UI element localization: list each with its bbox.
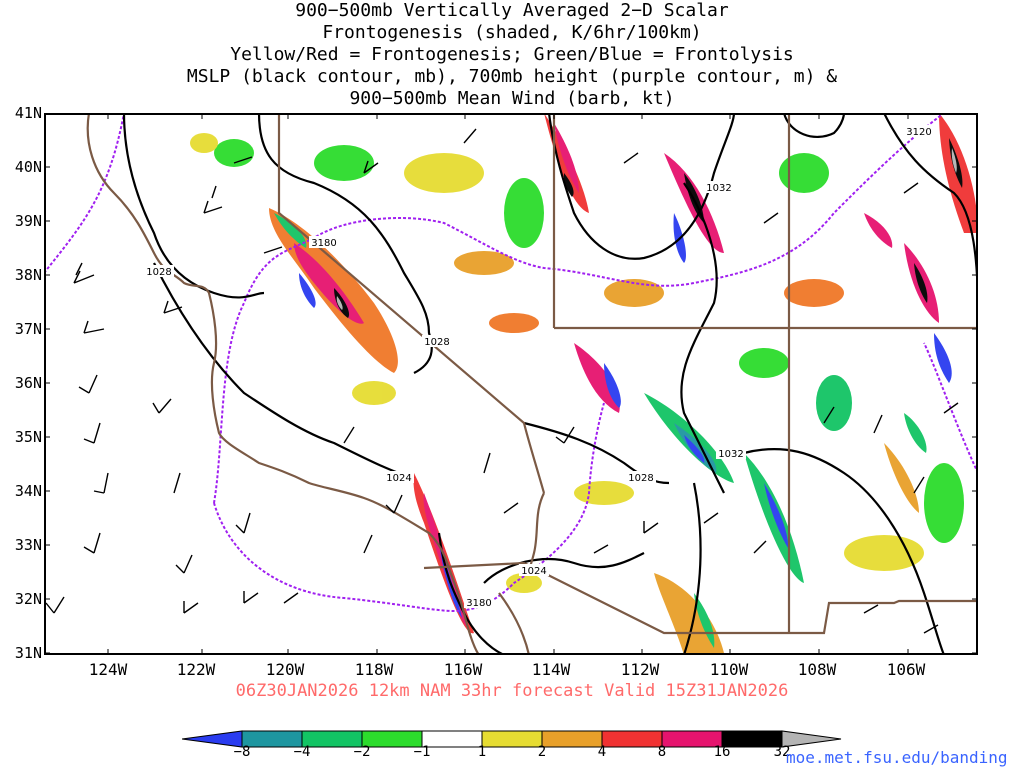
colorbar-label: 8 (657, 744, 667, 760)
frontogenesis-shading (190, 113, 978, 655)
map-panel: 1032 1028 1024 1032 1028 1024 1028 3180 … (44, 113, 978, 655)
lat-label: 39N (14, 212, 42, 230)
colorbar-segment (781, 730, 842, 748)
lat-label: 41N (14, 104, 42, 122)
colorbar-label: 2 (537, 744, 547, 760)
colorbar (182, 730, 842, 748)
lat-label: 33N (14, 536, 42, 554)
colorbar-label: 1 (477, 744, 487, 760)
map-border (44, 113, 978, 655)
mslp-label: 1028 (424, 337, 449, 348)
height-label: 3180 (311, 238, 336, 249)
colorbar-label: 4 (597, 744, 607, 760)
colorbar-label: 32 (773, 744, 791, 760)
title-line-2: Frontogenesis (shaded, K/6hr/100km) (322, 22, 702, 43)
lat-label: 34N (14, 482, 42, 500)
lat-label: 37N (14, 320, 42, 338)
mslp-labels: 1032 1028 1024 1032 1028 1024 1028 (144, 181, 746, 577)
lat-label: 40N (14, 158, 42, 176)
mslp-label: 1032 (718, 449, 743, 460)
lat-label: 36N (14, 374, 42, 392)
lon-label: 112W (620, 660, 660, 679)
lat-label: 38N (14, 266, 42, 284)
axis-ticks (44, 113, 978, 655)
lon-label: 116W (443, 660, 483, 679)
height-label: 3180 (466, 598, 491, 609)
lon-label: 124W (88, 660, 128, 679)
title-line-3: Yellow/Red = Frontogenesis; Green/Blue =… (230, 44, 794, 65)
wind-barbs (45, 128, 959, 634)
forecast-valid-line: 06Z30JAN2026 12km NAM 33hr forecast Vali… (235, 681, 789, 701)
height-contours (44, 113, 978, 613)
lat-label: 35N (14, 428, 42, 446)
colorbar-label: −2 (353, 744, 371, 760)
title-line-1: 900−500mb Vertically Averaged 2−D Scalar (295, 0, 729, 21)
mslp-label: 1028 (146, 267, 171, 278)
height-label: 3120 (906, 127, 931, 138)
mslp-label: 1032 (706, 183, 731, 194)
height-labels: 3180 3180 3120 (309, 125, 934, 609)
lon-label: 110W (709, 660, 749, 679)
lon-label: 108W (797, 660, 837, 679)
lon-label: 118W (354, 660, 394, 679)
lon-label: 106W (886, 660, 926, 679)
title-line-4: MSLP (black contour, mb), 700mb height (… (186, 66, 838, 87)
footer-url-link[interactable]: moe.met.fsu.edu/banding (786, 748, 1008, 767)
boundaries (44, 113, 978, 655)
lon-label: 120W (265, 660, 305, 679)
lat-label: 32N (14, 590, 42, 608)
colorbar-label: 16 (713, 744, 731, 760)
colorbar-label: −8 (233, 744, 251, 760)
mslp-label: 1024 (386, 473, 411, 484)
colorbar-label: −1 (413, 744, 431, 760)
colorbar-label: −4 (293, 744, 311, 760)
lon-label: 114W (531, 660, 571, 679)
mslp-label: 1028 (628, 473, 653, 484)
mslp-label: 1024 (521, 566, 546, 577)
title-line-5: 900−500mb Mean Wind (barb, kt) (349, 88, 675, 109)
lat-label: 31N (14, 644, 42, 662)
lon-label: 122W (176, 660, 216, 679)
